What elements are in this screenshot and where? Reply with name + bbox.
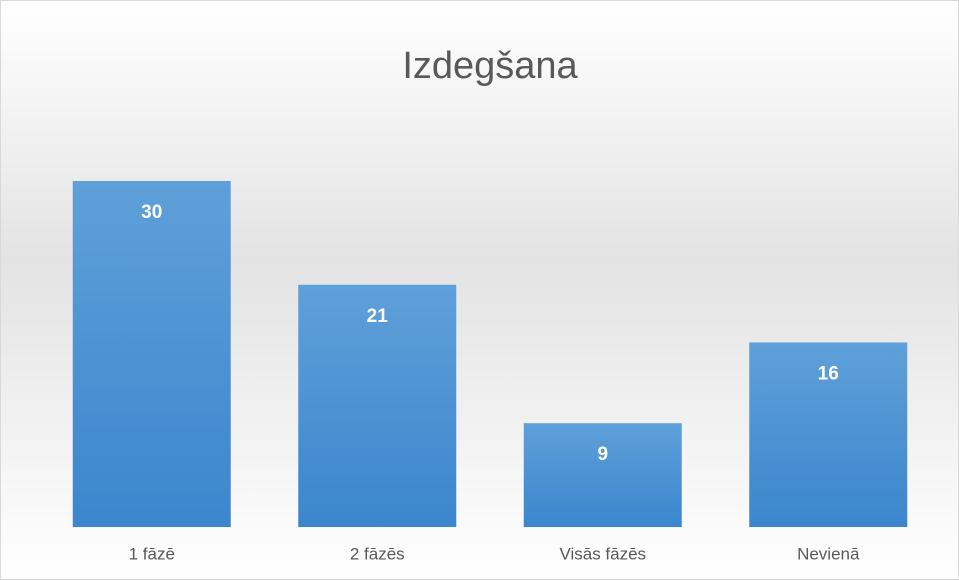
bar (72, 181, 231, 527)
data-label: 21 (367, 306, 389, 327)
bar (298, 284, 457, 527)
x-tick-label: Visās fāzēs (559, 544, 646, 563)
x-tick-label: 2 fāzēs (350, 544, 405, 563)
bar (749, 342, 908, 527)
data-label: 9 (597, 444, 608, 465)
x-tick-label: Nevienā (797, 544, 860, 563)
data-label: 30 (141, 202, 162, 223)
data-label: 16 (818, 363, 839, 384)
x-tick-label: 1 fāzē (129, 544, 175, 563)
chart-title: Izdegšana (402, 45, 578, 87)
bar (523, 423, 682, 527)
